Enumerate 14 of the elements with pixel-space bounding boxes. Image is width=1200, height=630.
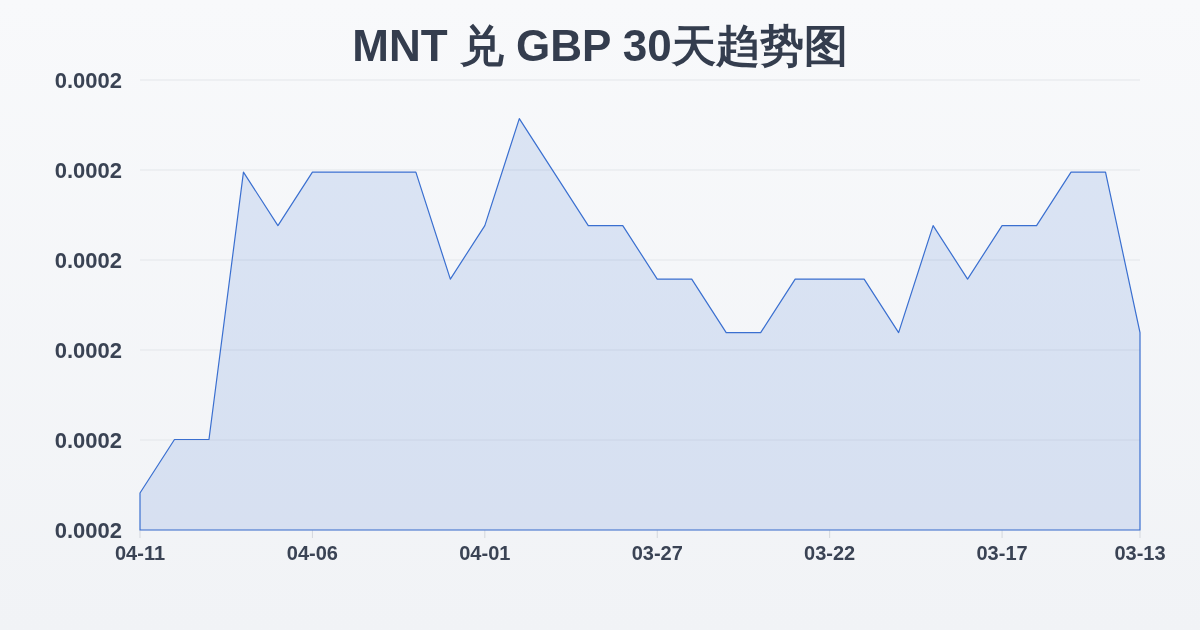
x-tick-label: 04-06	[286, 542, 338, 564]
x-tick-label: 03-22	[804, 542, 856, 564]
x-tick-label: 04-11	[114, 542, 166, 564]
text: 0.0002	[54, 337, 122, 363]
text: 0.0002	[54, 67, 122, 93]
x-tick-label: 03-13	[1114, 542, 1166, 564]
chart-title: MNT 兑 GBP 30天趋势图	[352, 21, 848, 70]
text: 0.0002	[54, 517, 122, 543]
text: 0.0002	[54, 427, 122, 453]
text: 0.0002	[54, 247, 122, 273]
x-tick-label: 03-17	[976, 542, 1028, 564]
x-tick-label: 03-27	[631, 542, 683, 564]
text: 0.0002	[54, 157, 122, 183]
x-tick-label: 04-01	[459, 542, 511, 564]
